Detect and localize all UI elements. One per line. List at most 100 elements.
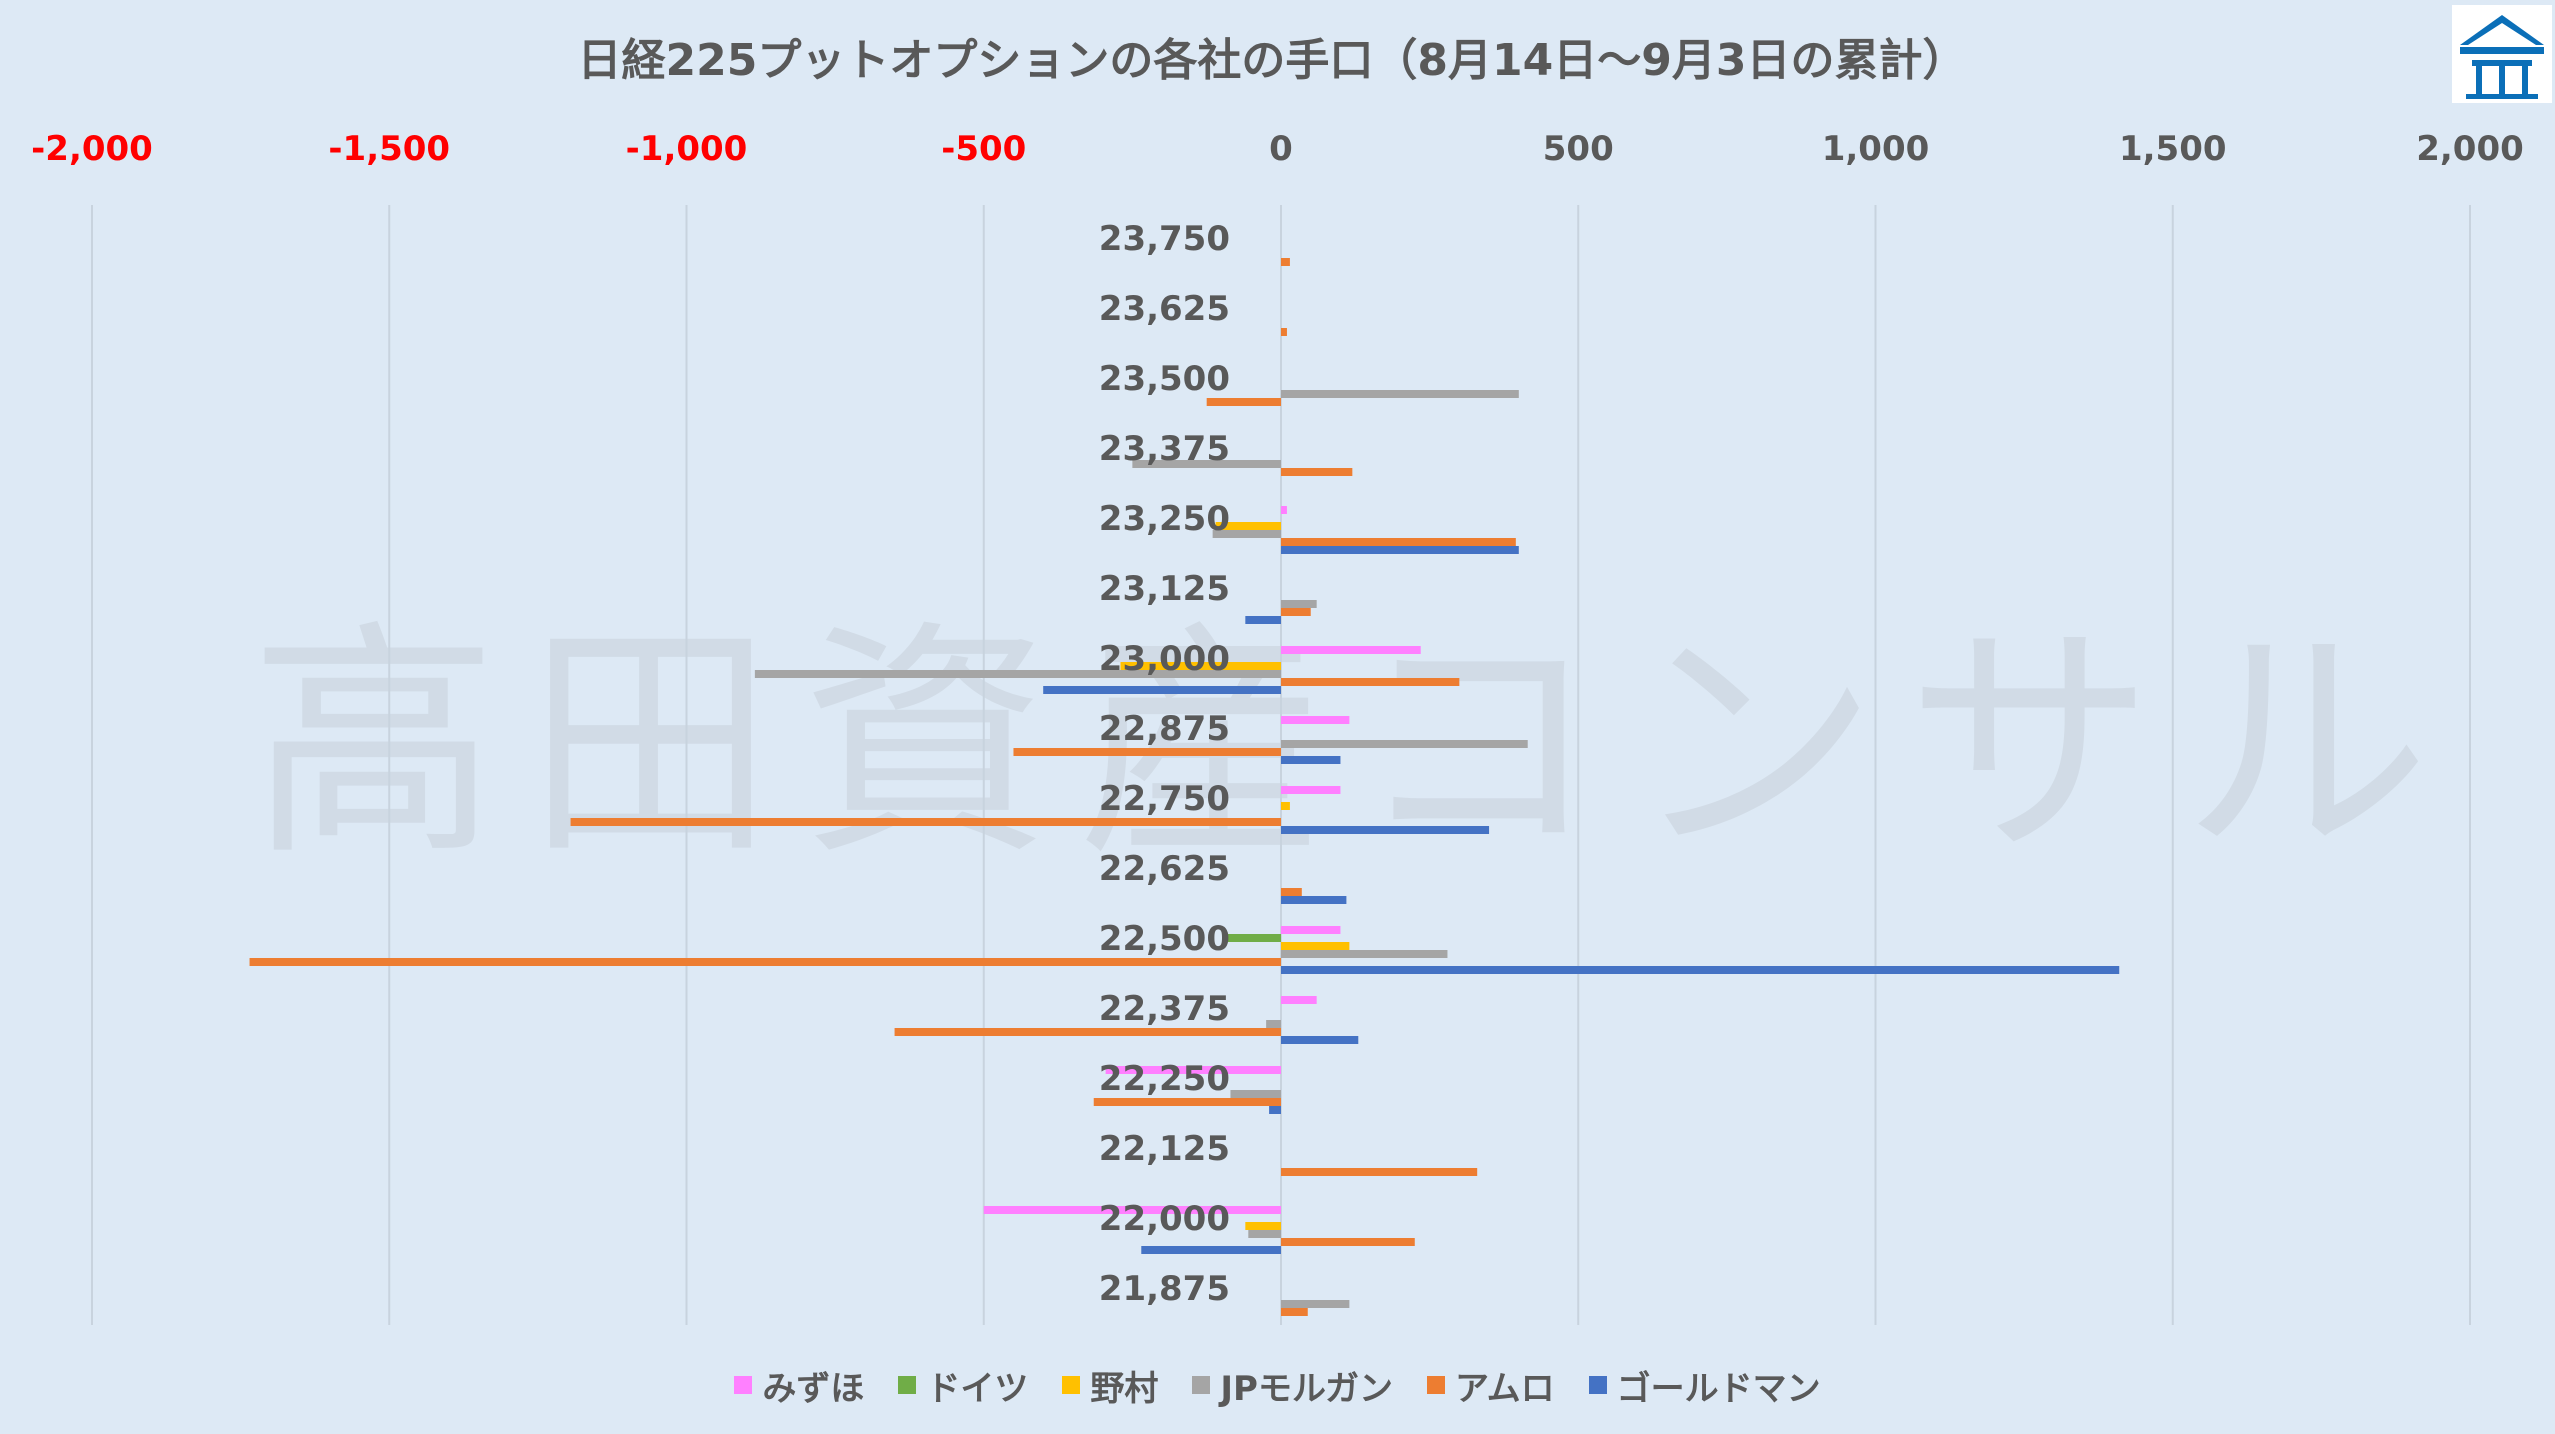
bar (1281, 716, 1350, 724)
bar (1281, 328, 1287, 336)
bar (1224, 934, 1281, 942)
bar (1281, 740, 1528, 748)
bar (570, 818, 1281, 826)
bar (1132, 460, 1281, 468)
building-roof-logo-icon (2452, 5, 2552, 103)
bar (1245, 616, 1281, 624)
bar (1281, 390, 1519, 398)
category-label: 22,625 (1099, 849, 1230, 889)
x-tick-label: -500 (941, 129, 1026, 169)
bar (1281, 996, 1317, 1004)
legend-label: 野村 (1090, 1368, 1159, 1409)
x-tick-label: -2,000 (31, 129, 153, 169)
category-label: 22,500 (1099, 919, 1230, 959)
category-label: 23,625 (1099, 289, 1230, 329)
bar (1281, 756, 1341, 764)
legend: みずほ ドイツ 野村 JPモルガン アムロ ゴールドマン (0, 1360, 2555, 1410)
category-label: 22,000 (1099, 1199, 1230, 1239)
bar (1269, 1106, 1281, 1114)
bar (1266, 1020, 1281, 1028)
legend-label: アムロ (1454, 1368, 1555, 1409)
category-label: 23,500 (1099, 359, 1230, 399)
bar (1281, 1238, 1415, 1246)
bar (1281, 966, 2120, 974)
legend-label: JPモルガン (1220, 1368, 1393, 1409)
bar (1281, 950, 1448, 958)
company-logo (2452, 5, 2552, 103)
bar (1281, 608, 1311, 616)
bar-layer (249, 258, 2120, 1316)
bar (1206, 398, 1281, 406)
bar (1105, 1066, 1281, 1074)
category-label: 23,000 (1099, 639, 1230, 679)
x-tick-label: 2,000 (2416, 129, 2524, 169)
bar (1281, 1168, 1478, 1176)
bar (1281, 468, 1353, 476)
bar (1281, 888, 1302, 896)
bar (1281, 896, 1347, 904)
legend-label: ゴールドマン (1616, 1368, 1821, 1409)
bar (894, 1028, 1281, 1036)
legend-item: ゴールドマン (1588, 1361, 1821, 1410)
bar (1281, 1036, 1359, 1044)
category-label: 23,250 (1099, 499, 1230, 539)
legend-item: アムロ (1426, 1361, 1555, 1410)
legend-label: ドイツ (926, 1368, 1029, 1409)
bar (1281, 926, 1341, 934)
bar (1215, 522, 1281, 530)
x-tick-label: -1,500 (328, 129, 450, 169)
bar (1043, 686, 1281, 694)
bar (1120, 662, 1281, 670)
bar (983, 1206, 1281, 1214)
legend-item: JPモルガン (1192, 1361, 1393, 1410)
bar (1281, 538, 1516, 546)
bar (1281, 678, 1460, 686)
bar (1281, 786, 1341, 794)
bar (1281, 646, 1421, 654)
x-tick-label: 500 (1543, 129, 1614, 169)
bar (249, 958, 1282, 966)
legend-swatch (1062, 1376, 1081, 1394)
bar (1230, 1090, 1281, 1098)
bar (1281, 506, 1287, 514)
bar (754, 670, 1281, 678)
bar (1212, 530, 1281, 538)
bar (1248, 1230, 1281, 1238)
category-label: 23,125 (1099, 569, 1230, 609)
x-axis-ticks: -2,000 -1,500 -1,000 -500 0 500 1,000 1,500 2,00… (31, 129, 2524, 169)
chart-title: 日経225プットオプションの各社の手口（8月14日～9月3日の累計） (578, 35, 1967, 86)
legend-swatch (1426, 1376, 1445, 1394)
bar (1281, 546, 1519, 554)
legend-label: みずほ (762, 1368, 865, 1409)
x-tick-label: 1,000 (1822, 129, 1930, 169)
category-label: 21,875 (1099, 1269, 1230, 1309)
category-label: 22,875 (1099, 709, 1230, 749)
bar (1281, 942, 1350, 950)
bar (1281, 1308, 1308, 1316)
category-label: 22,125 (1099, 1129, 1230, 1169)
category-labels: 23,750 23,625 23,500 23,375 23,250 23,125 23,0… (1099, 219, 1230, 1309)
legend-item: ドイツ (898, 1361, 1028, 1410)
bar (1245, 1222, 1281, 1230)
legend-item: みずほ (734, 1361, 864, 1410)
x-tick-label: 0 (1269, 129, 1293, 169)
bar (1013, 748, 1281, 756)
legend-swatch (1588, 1376, 1607, 1394)
bar (1093, 1098, 1281, 1106)
bar (1141, 1246, 1281, 1254)
grid-lines (91, 205, 2471, 1325)
category-label: 22,250 (1099, 1059, 1230, 1099)
x-tick-label: 1,500 (2119, 129, 2227, 169)
category-label: 22,375 (1099, 989, 1230, 1029)
bar (1281, 1300, 1350, 1308)
legend-item: 野村 (1062, 1361, 1158, 1410)
category-label: 23,750 (1099, 219, 1230, 259)
legend-swatch (734, 1376, 753, 1394)
category-label: 22,750 (1099, 779, 1230, 819)
legend-swatch (1192, 1376, 1211, 1394)
bar (1281, 826, 1490, 834)
category-label: 23,375 (1099, 429, 1230, 469)
legend-swatch (898, 1376, 917, 1394)
